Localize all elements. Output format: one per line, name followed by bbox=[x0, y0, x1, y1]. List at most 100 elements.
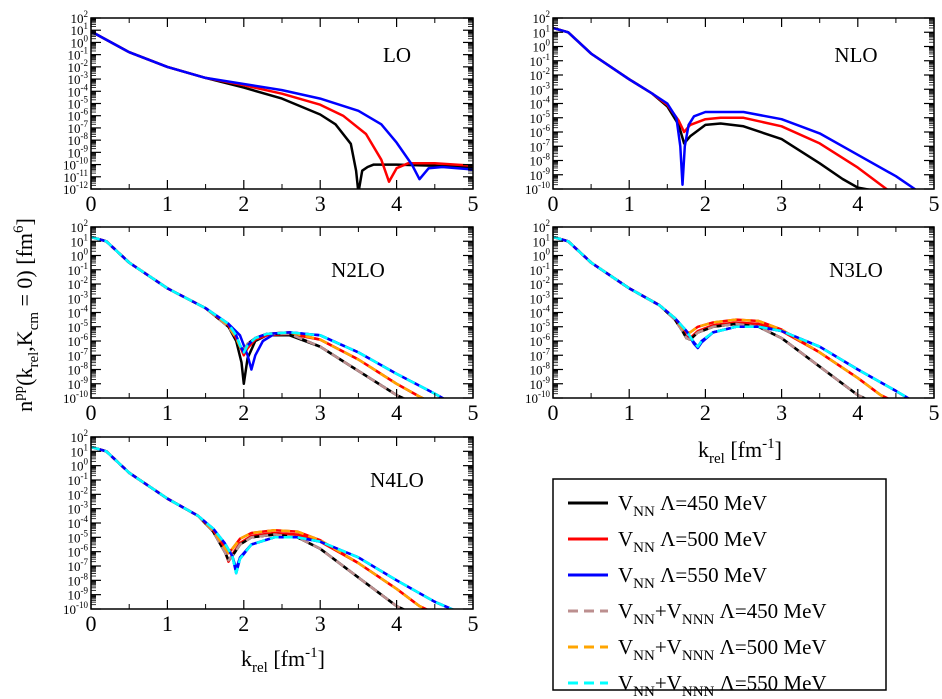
y-tick-label: 10-10 bbox=[525, 180, 550, 197]
x-tick-label: 5 bbox=[468, 191, 479, 216]
x-tick-label: 5 bbox=[468, 400, 479, 425]
legend-item-vnnn-450: VNN+VNNN Λ=450 MeV bbox=[568, 599, 827, 628]
y-tick-label: 10-12 bbox=[63, 180, 88, 197]
y-tick-label: 10-8 bbox=[530, 361, 551, 378]
panel-title: LO bbox=[383, 43, 411, 67]
y-tick-label: 10-10 bbox=[63, 600, 88, 617]
series-underlay-3 bbox=[91, 445, 406, 609]
series-group bbox=[553, 26, 917, 189]
y-tick-label: 10-7 bbox=[68, 346, 89, 363]
series-line-0 bbox=[553, 235, 867, 398]
y-tick-label: 101 bbox=[533, 23, 551, 40]
series-line-0 bbox=[91, 30, 473, 189]
x-tick-label: 1 bbox=[624, 191, 635, 216]
plot-frame bbox=[90, 226, 474, 399]
y-tick-label: 10-6 bbox=[68, 107, 89, 124]
x-tick-label: 1 bbox=[162, 400, 173, 425]
y-tick-label: 10-9 bbox=[530, 166, 551, 183]
series-line-3 bbox=[91, 445, 406, 609]
x-tick-label: 5 bbox=[929, 400, 940, 425]
y-tick-label: 10-7 bbox=[68, 119, 89, 136]
y-tick-label: 10-3 bbox=[68, 289, 89, 306]
y-tick-label: 101 bbox=[71, 21, 89, 38]
series-group bbox=[91, 30, 473, 189]
y-tick-label: 10-6 bbox=[68, 332, 89, 349]
x-tick-label: 3 bbox=[776, 400, 787, 425]
legend-label: VNN Λ=550 MeV bbox=[618, 563, 767, 592]
x-tick-label: 0 bbox=[86, 191, 97, 216]
y-tick-label: 10-2 bbox=[68, 275, 89, 292]
x-tick-label: 1 bbox=[624, 400, 635, 425]
y-tick-label: 10-1 bbox=[530, 261, 551, 278]
x-tick-label: 4 bbox=[391, 611, 402, 636]
x-tick-label: 1 bbox=[162, 611, 173, 636]
y-tick-label: 100 bbox=[71, 457, 89, 474]
y-tick-label: 10-4 bbox=[530, 95, 551, 112]
y-tick-label: 10-6 bbox=[68, 543, 89, 560]
x-tick-label: 0 bbox=[548, 400, 559, 425]
series-line-1 bbox=[91, 30, 473, 183]
y-tick-label: 10-9 bbox=[530, 375, 551, 392]
x-tick-label: 0 bbox=[86, 611, 97, 636]
x-tick-label: 4 bbox=[391, 400, 402, 425]
y-tick-label: 10-10 bbox=[63, 389, 88, 406]
y-tick-label: 10-10 bbox=[525, 389, 550, 406]
y-tick-label: 10-1 bbox=[68, 471, 89, 488]
x-tick-label: 0 bbox=[86, 400, 97, 425]
y-tick-label: 10-7 bbox=[68, 557, 89, 574]
panel-title: NLO bbox=[834, 43, 877, 67]
y-tick-label: 101 bbox=[71, 232, 89, 249]
panel-title: N4LO bbox=[370, 468, 424, 492]
y-tick-label: 102 bbox=[533, 218, 551, 235]
panel-n2lo: 0 1 2 3 4 510210110010-110-210-310-410-510-61… bbox=[63, 218, 479, 425]
plot-frame bbox=[552, 226, 935, 399]
panel-title: N3LO bbox=[829, 258, 883, 282]
y-tick-label: 10-5 bbox=[68, 528, 89, 545]
y-tick-label: 10-6 bbox=[530, 123, 551, 140]
series-line-5 bbox=[91, 235, 446, 398]
x-tick-label: 3 bbox=[776, 191, 787, 216]
legend-item-vnn-500: VNN Λ=500 MeV bbox=[568, 527, 767, 556]
legend-item-vnn-450: VNN Λ=450 MeV bbox=[568, 491, 767, 520]
panel-title: N2LO bbox=[331, 258, 385, 282]
x-tick-label: 1 bbox=[162, 191, 173, 216]
y-tick-label: 102 bbox=[71, 218, 89, 235]
y-tick-label: 10-5 bbox=[530, 318, 551, 335]
legend: VNN Λ=450 MeV VNN Λ=500 MeV VNN Λ=550 MeV V… bbox=[552, 478, 887, 699]
y-tick-label: 10-8 bbox=[68, 361, 89, 378]
x-tick-label: 3 bbox=[315, 400, 326, 425]
x-tick-label: 2 bbox=[238, 400, 249, 425]
y-tick-label: 100 bbox=[71, 33, 89, 50]
y-tick-label: 10-1 bbox=[530, 52, 551, 69]
legend-box bbox=[552, 478, 887, 691]
series-group bbox=[91, 235, 446, 398]
y-tick-label: 10-8 bbox=[68, 571, 89, 588]
legend-label: VNN+VNNN Λ=450 MeV bbox=[618, 599, 827, 628]
x-tick-label: 2 bbox=[238, 191, 249, 216]
x-tick-label: 2 bbox=[238, 611, 249, 636]
y-tick-label: 10-5 bbox=[68, 318, 89, 335]
series-underlay-3 bbox=[553, 235, 867, 398]
y-tick-label: 10-4 bbox=[68, 304, 89, 321]
y-tick-label: 101 bbox=[71, 442, 89, 459]
y-tick-label: 10-3 bbox=[68, 70, 89, 87]
legend-label: VNN Λ=450 MeV bbox=[618, 491, 767, 520]
panel-n4lo: 0 1 2 3 4 510210110010-110-210-310-410-510-61… bbox=[63, 428, 479, 636]
x-tick-label: 0 bbox=[548, 191, 559, 216]
legend-label: VNN Λ=500 MeV bbox=[618, 527, 767, 556]
y-tick-label: 10-2 bbox=[530, 275, 551, 292]
y-tick-label: 100 bbox=[71, 247, 89, 264]
x-tick-label: 5 bbox=[929, 191, 940, 216]
x-tick-label: 4 bbox=[852, 400, 863, 425]
series-line-2 bbox=[91, 30, 473, 181]
x-tick-label: 3 bbox=[315, 611, 326, 636]
y-axis-title: npp(krel,Kcm = 0) [fm6] bbox=[11, 218, 42, 412]
x-tick-label: 2 bbox=[700, 400, 711, 425]
legend-label: VNN+VNNN Λ=550 MeV bbox=[618, 671, 827, 699]
y-tick-label: 10-7 bbox=[530, 137, 551, 154]
y-tick-label: 10-2 bbox=[68, 58, 89, 75]
series-line-2 bbox=[553, 26, 917, 189]
legend-item-vnnn-500: VNN+VNNN Λ=500 MeV bbox=[568, 635, 827, 664]
series-group bbox=[553, 235, 911, 398]
